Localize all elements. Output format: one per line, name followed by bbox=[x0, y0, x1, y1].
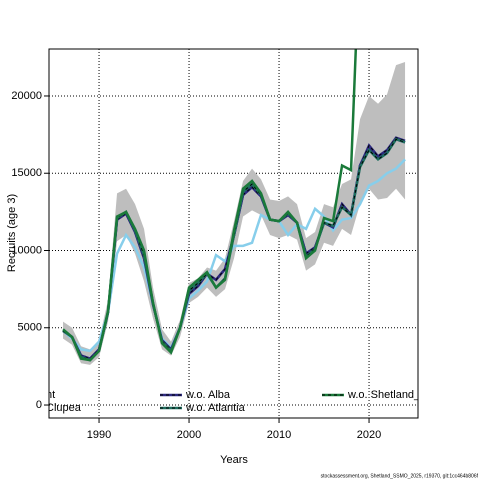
y-tick-label: 5000 bbox=[18, 322, 42, 334]
plot-frame bbox=[48, 48, 419, 419]
x-tick-label: 2020 bbox=[357, 429, 381, 441]
x-tick-label: 2010 bbox=[267, 429, 291, 441]
x-tick-label: 1990 bbox=[87, 429, 111, 441]
y-axis-label: Recruits (age 3) bbox=[6, 194, 18, 272]
x-tick-label: 2000 bbox=[177, 429, 201, 441]
y-tick-label: 15000 bbox=[11, 167, 42, 179]
plot-area bbox=[49, 49, 418, 418]
y-tick-label: 0 bbox=[36, 399, 42, 411]
legend-label: nt bbox=[46, 389, 55, 401]
y-tick-label: 10000 bbox=[11, 244, 42, 256]
legend-label: Clupea bbox=[46, 402, 82, 414]
legend-label: w.o. Atlantia bbox=[185, 402, 246, 414]
series-line bbox=[62, 158, 406, 353]
series-line bbox=[62, 49, 358, 362]
footer: stockassessment.org, Shetland_SSMO_2025,… bbox=[321, 473, 479, 479]
legend-label: w.o. Shetland_l bbox=[347, 389, 423, 401]
legend-label: w.o. Alba bbox=[185, 389, 231, 401]
y-tick-label: 20000 bbox=[11, 90, 42, 102]
x-axis-label: Years bbox=[220, 454, 248, 466]
